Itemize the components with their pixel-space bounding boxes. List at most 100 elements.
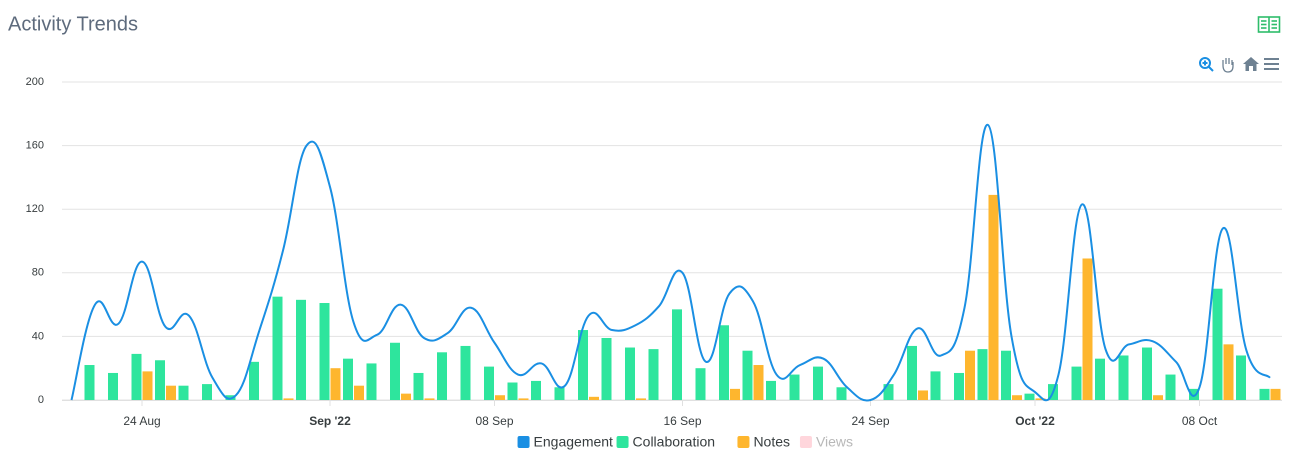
bar xyxy=(131,353,142,400)
bar xyxy=(1012,395,1022,400)
bar xyxy=(719,325,729,400)
bar xyxy=(954,372,964,400)
bar xyxy=(296,299,306,400)
zoom-icon[interactable] xyxy=(1199,57,1214,72)
bar xyxy=(695,368,706,400)
x-tick-label: 24 Aug xyxy=(123,414,160,428)
home-icon[interactable] xyxy=(1243,57,1259,71)
bar xyxy=(1001,350,1011,400)
bar xyxy=(1189,388,1199,400)
bar xyxy=(918,390,928,400)
x-tick-label: 16 Sep xyxy=(663,414,701,428)
bar xyxy=(813,366,823,400)
bar xyxy=(1082,258,1093,400)
menu-icon[interactable] xyxy=(1264,58,1279,70)
bar xyxy=(601,337,612,400)
bar xyxy=(578,330,588,400)
bar xyxy=(330,368,341,400)
bar xyxy=(730,388,740,400)
legend: Engagement Collaboration Notes Views xyxy=(517,434,853,450)
bar xyxy=(988,194,999,400)
bar xyxy=(1212,288,1223,400)
bar xyxy=(753,365,764,400)
bar xyxy=(883,384,894,400)
bar xyxy=(272,296,283,400)
bar xyxy=(319,303,330,400)
bar xyxy=(625,347,635,400)
x-tick-label: 08 Oct xyxy=(1182,414,1218,428)
legend-label: Notes xyxy=(753,434,790,450)
bar xyxy=(1259,388,1270,400)
bar xyxy=(1236,355,1246,400)
legend-marker xyxy=(737,436,750,448)
legend-label: Views xyxy=(816,434,853,450)
bar xyxy=(202,384,212,400)
bar xyxy=(907,345,917,400)
bar xyxy=(283,398,294,400)
bar xyxy=(354,385,364,400)
bar xyxy=(648,349,659,400)
bar xyxy=(1223,344,1234,400)
chart-title: Activity Trends xyxy=(8,13,138,35)
legend-item[interactable]: Collaboration xyxy=(616,434,716,450)
bar xyxy=(460,345,471,400)
bar xyxy=(1118,355,1129,400)
bar xyxy=(1153,395,1163,400)
bar xyxy=(1035,398,1046,400)
y-tick-label: 120 xyxy=(26,203,44,215)
bar xyxy=(977,349,988,400)
bar xyxy=(390,342,400,400)
bar xyxy=(789,374,800,400)
bar xyxy=(178,385,189,400)
line xyxy=(70,123,1271,402)
pan-icon[interactable] xyxy=(1222,58,1234,73)
bar xyxy=(1095,358,1105,400)
legend-marker xyxy=(517,436,530,448)
bar xyxy=(108,372,118,400)
bar xyxy=(1142,347,1152,400)
x-tick-label: Oct '22 xyxy=(1015,414,1055,428)
bar xyxy=(554,387,565,400)
bar xyxy=(672,309,682,400)
bar xyxy=(413,372,424,400)
bar xyxy=(166,385,176,400)
legend-label: Engagement xyxy=(534,434,614,450)
bar xyxy=(507,382,518,400)
y-tick-label: 40 xyxy=(32,330,44,342)
y-tick-label: 0 xyxy=(38,394,44,406)
bar xyxy=(965,350,975,400)
legend-label: Collaboration xyxy=(633,434,716,450)
bar xyxy=(1165,374,1176,400)
legend-marker xyxy=(616,436,629,448)
y-tick-label: 160 xyxy=(26,140,44,152)
legend-item[interactable]: Notes xyxy=(737,434,790,450)
bar xyxy=(142,371,153,400)
bar xyxy=(484,366,494,400)
bar xyxy=(249,361,259,400)
bar xyxy=(84,365,95,400)
bar xyxy=(1071,366,1082,400)
x-tick-label: Sep '22 xyxy=(309,414,351,428)
bar xyxy=(495,395,505,400)
bar xyxy=(636,398,646,400)
bar xyxy=(766,380,776,400)
bar xyxy=(930,371,941,400)
bar xyxy=(531,380,541,400)
bar xyxy=(155,360,165,400)
bar xyxy=(343,358,353,400)
bar xyxy=(518,398,529,400)
book-icon[interactable] xyxy=(1257,16,1281,33)
legend-item[interactable]: Engagement xyxy=(517,434,614,450)
bar xyxy=(366,363,377,400)
bar xyxy=(1024,393,1035,400)
bar xyxy=(424,398,435,400)
y-tick-label: 80 xyxy=(32,267,44,279)
bar xyxy=(742,350,753,400)
y-tick-label: 200 xyxy=(26,76,44,88)
legend-marker xyxy=(799,436,812,448)
legend-item[interactable]: Views xyxy=(799,434,853,450)
bar xyxy=(589,396,599,400)
bar xyxy=(401,393,411,400)
bar xyxy=(1270,388,1281,400)
